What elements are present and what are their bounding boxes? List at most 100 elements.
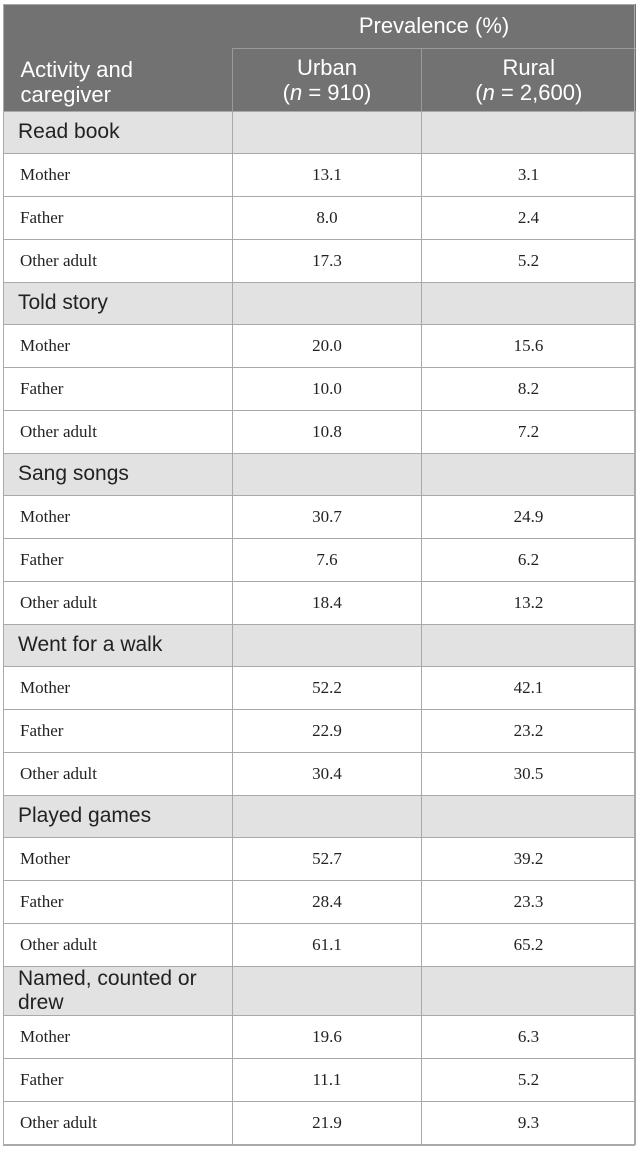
rural-n-var: n [482, 79, 495, 105]
section-empty-cell [232, 110, 422, 154]
urban-n-value: = 910) [302, 79, 372, 105]
urban-value-cell: 30.7 [232, 494, 422, 539]
caregiver-cell: Father [3, 537, 233, 582]
urban-value-cell: 61.1 [232, 922, 422, 967]
caregiver-cell: Father [3, 708, 233, 753]
urban-value-cell: 20.0 [232, 323, 422, 368]
header-blank-cell [3, 4, 233, 48]
section-header-row: Sang songs [3, 452, 637, 496]
rural-value-cell: 5.2 [420, 1057, 637, 1102]
section-empty-cell [232, 281, 422, 325]
table-row: Father 10.0 8.2 [3, 366, 637, 411]
rural-value-cell: 15.6 [420, 323, 637, 368]
rural-value-cell: 9.3 [420, 1100, 637, 1145]
table-row: Father 11.1 5.2 [3, 1057, 637, 1102]
rural-value-cell: 24.9 [420, 494, 637, 539]
table-row: Mother 19.6 6.3 [3, 1014, 637, 1059]
table-row: Mother 13.1 3.1 [3, 152, 637, 197]
table-row: Mother 30.7 24.9 [3, 494, 637, 539]
table-row: Other adult 17.3 5.2 [3, 238, 637, 283]
caregiver-cell: Mother [3, 665, 233, 710]
rural-value-cell: 65.2 [420, 922, 637, 967]
urban-column-header: Urban (n = 910) [232, 48, 422, 111]
caregiver-cell: Father [3, 1057, 233, 1102]
activity-caregiver-header: Activity and caregiver [3, 48, 233, 111]
table-row: Other adult 10.8 7.2 [3, 409, 637, 454]
caregiver-cell: Mother [3, 494, 233, 539]
caregiver-cell: Mother [3, 836, 233, 881]
section-empty-cell [420, 281, 637, 325]
caregiver-cell: Other adult [3, 580, 233, 625]
row-label-line-2: caregiver [20, 81, 111, 107]
urban-value-cell: 21.9 [232, 1100, 422, 1145]
urban-n-var: n [289, 79, 303, 105]
rural-value-cell: 39.2 [420, 836, 637, 881]
rural-value-cell: 23.2 [420, 708, 637, 753]
section-title: Played games [3, 794, 233, 838]
urban-value-cell: 7.6 [232, 537, 422, 582]
rural-column-header: Rural (n = 2,600) [420, 48, 636, 111]
table-body: Read book Mother 13.1 3.1 Father 8.0 2.4 Other … [3, 110, 637, 1145]
table-row: Father 8.0 2.4 [3, 195, 637, 240]
caregiver-cell: Mother [3, 152, 233, 197]
caregiver-cell: Father [3, 366, 233, 411]
caregiver-cell: Other adult [3, 238, 233, 283]
rural-value-cell: 7.2 [420, 409, 637, 454]
header-row-bottom: Activity and caregiver Urban (n = 910) R… [3, 48, 636, 111]
rural-value-cell: 13.2 [420, 580, 637, 625]
rural-value-cell: 30.5 [420, 751, 637, 796]
caregiver-cell: Other adult [3, 409, 233, 454]
rural-value-cell: 5.2 [420, 238, 637, 283]
rural-value-cell: 6.3 [420, 1014, 637, 1059]
section-header-row: Told story [3, 281, 637, 325]
caregiver-cell: Mother [3, 1014, 233, 1059]
urban-value-cell: 13.1 [232, 152, 422, 197]
caregiver-cell: Mother [3, 323, 233, 368]
section-empty-cell [420, 110, 637, 154]
section-empty-cell [420, 623, 637, 667]
table-row: Mother 52.7 39.2 [3, 836, 637, 881]
urban-value-cell: 8.0 [232, 195, 422, 240]
section-title: Named, counted or drew [3, 965, 233, 1016]
urban-value-cell: 52.7 [232, 836, 422, 881]
rural-value-cell: 6.2 [420, 537, 637, 582]
urban-value-cell: 30.4 [232, 751, 422, 796]
urban-value-cell: 10.0 [232, 366, 422, 411]
urban-n-prefix: ( [282, 79, 290, 105]
rural-value-cell: 8.2 [420, 366, 637, 411]
section-header-row: Named, counted or drew [3, 965, 637, 1016]
urban-value-cell: 52.2 [232, 665, 422, 710]
header-row-top: Prevalence (%) [3, 4, 636, 49]
rural-label: Rural [502, 54, 556, 80]
urban-value-cell: 22.9 [232, 708, 422, 753]
section-title: Told story [3, 281, 233, 325]
section-title: Went for a walk [3, 623, 233, 667]
table-row: Other adult 21.9 9.3 [3, 1100, 637, 1145]
table-row: Other adult 30.4 30.5 [3, 751, 637, 796]
section-empty-cell [232, 452, 422, 496]
rural-value-cell: 3.1 [420, 152, 637, 197]
table-row: Father 22.9 23.2 [3, 708, 637, 753]
section-header-row: Played games [3, 794, 637, 838]
section-title: Sang songs [3, 452, 233, 496]
rural-value-cell: 2.4 [420, 195, 637, 240]
urban-value-cell: 11.1 [232, 1057, 422, 1102]
table-row: Mother 20.0 15.6 [3, 323, 637, 368]
section-empty-cell [420, 452, 637, 496]
urban-value-cell: 18.4 [232, 580, 422, 625]
section-empty-cell [232, 794, 422, 838]
table-row: Mother 52.2 42.1 [3, 665, 637, 710]
section-title: Read book [3, 110, 233, 154]
rural-n-value: = 2,600) [494, 79, 583, 105]
table-row: Other adult 61.1 65.2 [3, 922, 637, 967]
section-empty-cell [232, 965, 422, 1016]
urban-value-cell: 28.4 [232, 879, 422, 924]
rural-value-cell: 23.3 [420, 879, 637, 924]
caregiver-cell: Father [3, 879, 233, 924]
section-empty-cell [420, 794, 637, 838]
urban-value-cell: 19.6 [232, 1014, 422, 1059]
row-label-line-1: Activity and [20, 56, 134, 82]
section-header-row: Went for a walk [3, 623, 637, 667]
urban-value-cell: 17.3 [232, 238, 422, 283]
rural-value-cell: 42.1 [420, 665, 637, 710]
